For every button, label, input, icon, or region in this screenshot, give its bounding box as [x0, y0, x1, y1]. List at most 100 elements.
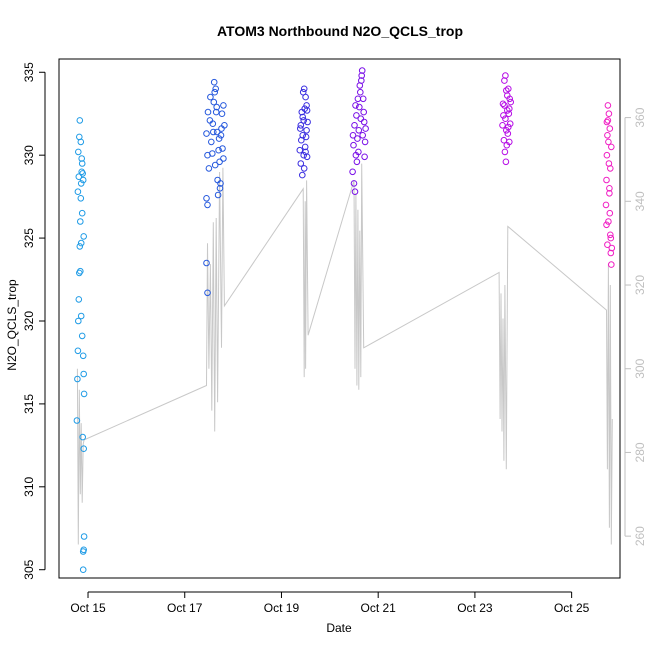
data-point-series-2 [204, 201, 211, 209]
data-point-series-1 [80, 390, 88, 398]
data-point-series-4 [360, 118, 368, 126]
x-tick-label: Oct 15 [70, 601, 106, 615]
x-tick-label: Oct 19 [264, 601, 300, 615]
data-point-series-5 [502, 72, 509, 79]
data-point-series-1 [80, 445, 87, 453]
data-point-series-2 [218, 110, 226, 117]
data-point-series-1 [78, 168, 85, 176]
data-point-series-6 [606, 209, 614, 217]
data-point-series-2 [220, 102, 227, 109]
data-point-series-6 [606, 185, 613, 192]
y-tick-label: 335 [22, 62, 36, 82]
data-point-series-3 [302, 148, 309, 156]
data-point-series-3 [300, 151, 308, 159]
data-point-series-6 [604, 132, 611, 139]
data-point-series-4 [354, 135, 361, 142]
data-point-series-2 [209, 150, 216, 157]
data-point-series-2 [207, 93, 214, 101]
data-point-series-4 [361, 138, 369, 146]
data-point-series-2 [217, 132, 225, 139]
data-point-series-6 [606, 125, 614, 132]
data-point-series-2 [216, 158, 223, 166]
data-point-series-6 [608, 143, 615, 151]
data-point-series-5 [506, 138, 513, 146]
data-point-series-1 [80, 233, 87, 240]
data-point-series-6 [603, 118, 611, 126]
data-point-series-2 [218, 125, 225, 132]
data-point-series-1 [78, 209, 86, 217]
data-point-series-2 [204, 108, 212, 116]
data-point-series-4 [357, 88, 364, 96]
data-point-series-1 [79, 433, 86, 441]
data-point-series-3 [299, 171, 306, 179]
data-point-series-1 [75, 296, 83, 303]
data-point-series-3 [300, 117, 308, 124]
x-tick-label: Oct 17 [167, 601, 203, 615]
y2-tick-label: 260 [633, 526, 647, 546]
data-point-series-5 [507, 98, 515, 106]
data-point-series-6 [603, 151, 611, 159]
data-point-series-2 [211, 88, 218, 96]
data-point-series-6 [604, 241, 611, 248]
data-point-series-2 [203, 195, 210, 202]
y-axis-label: N2O_QCLS_trop [5, 279, 19, 371]
data-point-series-3 [299, 88, 307, 96]
data-point-series-5 [506, 105, 513, 112]
data-point-series-2 [215, 135, 223, 142]
y-axis-right: 260 280 300 320 340 360 [624, 107, 647, 546]
data-point-series-3 [300, 85, 308, 93]
data-point-series-4 [358, 67, 366, 74]
data-point-series-2 [210, 78, 218, 86]
data-point-series-2 [212, 108, 220, 116]
data-point-series-5 [499, 100, 507, 108]
y-axis-left: 305 310 315 320 325 330 335 [22, 62, 46, 580]
data-point-series-5 [506, 120, 514, 127]
data-point-series-6 [602, 201, 610, 209]
data-point-series-2 [220, 155, 227, 162]
data-point-series-1 [76, 243, 84, 250]
chart-title: ATOM3 Northbound N2O_QCLS_trop [217, 23, 463, 39]
data-point-series-3 [297, 122, 305, 129]
data-point-series-1 [79, 352, 87, 360]
data-point-series-5 [505, 123, 512, 131]
data-point-series-3 [297, 160, 305, 167]
data-point-series-6 [605, 138, 612, 146]
data-point-series-4 [354, 95, 362, 103]
data-point-series-6 [605, 218, 612, 225]
data-point-series-3 [302, 133, 310, 141]
x-tick-label: Oct 25 [554, 601, 590, 615]
data-point-series-5 [503, 127, 510, 134]
data-point-series-5 [505, 85, 512, 93]
data-point-series-6 [608, 244, 616, 252]
data-point-series-5 [505, 110, 513, 117]
y-tick-label: 330 [22, 145, 36, 165]
data-point-series-2 [211, 161, 219, 169]
y2-tick-label: 340 [633, 191, 647, 211]
x-tick-label: Oct 21 [361, 601, 397, 615]
data-point-series-3 [296, 146, 304, 154]
data-point-series-1 [77, 180, 85, 187]
data-point-series-4 [350, 180, 358, 187]
data-point-series-4 [350, 141, 357, 149]
data-point-series-4 [360, 108, 368, 116]
data-point-series-5 [499, 122, 506, 129]
data-point-series-5 [501, 148, 509, 156]
data-point-series-5 [502, 115, 509, 122]
data-point-series-1 [80, 546, 87, 554]
data-point-series-4 [353, 112, 360, 119]
data-point-series-1 [76, 117, 84, 124]
data-point-series-1 [77, 312, 85, 320]
data-point-series-5 [503, 87, 510, 94]
data-point-series-6 [607, 234, 615, 242]
data-point-series-1 [74, 347, 82, 355]
data-point-series-5 [504, 107, 511, 114]
data-point-series-1 [80, 533, 88, 540]
data-point-series-6 [604, 117, 612, 124]
data-point-series-6 [603, 221, 610, 229]
data-point-series-3 [303, 107, 311, 114]
data-point-series-6 [604, 102, 612, 109]
data-point-series-2 [219, 145, 226, 152]
data-point-series-2 [205, 165, 213, 172]
data-point-series-4 [359, 95, 367, 103]
data-point-series-4 [352, 102, 359, 109]
